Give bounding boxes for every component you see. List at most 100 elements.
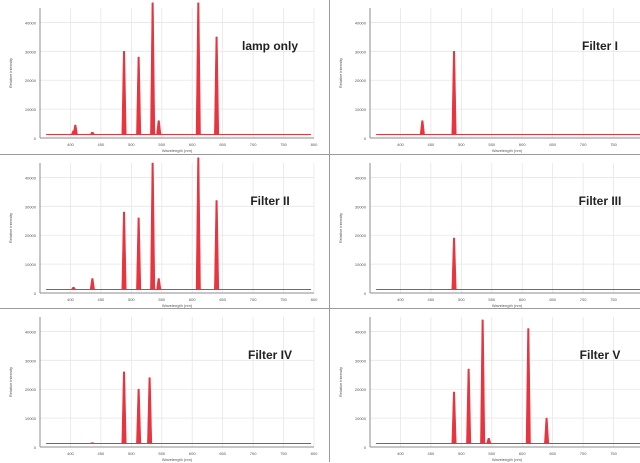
x-tick-label: 700 [250,451,257,456]
x-tick-label: 750 [280,142,287,147]
x-tick-label: 750 [610,142,617,147]
x-tick-label: 750 [280,451,287,456]
spectrum-peak [89,131,95,135]
x-tick-label: 800 [311,451,318,456]
y-tick-label: 10000 [355,416,367,421]
spectrum-peak [195,157,201,290]
panel-lamp-only: 0 10000 20000 30000 40000 400 450 500 550 600 650 7… [0,0,320,154]
panel-filter-iv: 0 10000 20000 30000 40000 400 450 500 550 600 650 7… [0,309,320,463]
spectrum-peak [156,120,162,135]
x-tick-label: 600 [519,451,526,456]
x-tick-label: 500 [128,297,135,302]
y-tick-label: 20000 [355,387,367,392]
x-tick-label: 450 [98,142,105,147]
x-tick-label: 650 [219,297,226,302]
y-tick-label: 20000 [355,78,367,83]
horizontal-divider [0,308,640,309]
y-tick-label: 0 [364,291,367,296]
spectrum-peak [72,124,78,135]
spectrum-peak [214,36,220,135]
y-tick-label: 20000 [25,233,37,238]
x-tick-label: 600 [189,451,196,456]
panel-title: Filter I [582,39,618,53]
y-axis-label: Relative intensity [8,58,13,88]
x-tick-label: 450 [98,297,105,302]
panel-filter-iii: 0 10000 20000 30000 40000 400 450 500 550 600 650 7… [330,155,640,309]
y-tick-label: 20000 [25,78,37,83]
x-tick-label: 650 [549,297,556,302]
spectrum-peak [156,278,162,290]
x-tick-label: 450 [428,451,435,456]
spectrum-peak [150,162,156,290]
x-tick-label: 450 [428,297,435,302]
y-axis-label: Relative intensity [338,213,343,243]
spectrum-peak [136,388,142,444]
spectrum-peak [147,377,153,444]
x-tick-label: 800 [311,297,318,302]
x-tick-label: 650 [549,142,556,147]
y-tick-label: 30000 [25,204,37,209]
vertical-divider [329,0,330,462]
horizontal-divider [0,154,640,155]
y-tick-label: 0 [34,291,37,296]
x-axis-label: Wavelength (nm) [162,148,193,153]
y-tick-label: 40000 [355,175,367,180]
y-tick-label: 0 [34,445,37,450]
spectrum-peak [214,200,220,290]
y-tick-label: 40000 [355,20,367,25]
panel-title: Filter IV [248,348,292,362]
x-tick-label: 500 [458,297,465,302]
y-tick-label: 40000 [25,175,37,180]
spectrum-peak [136,217,142,290]
spectrum-peak [121,371,127,444]
spectrum-chart: 0 10000 20000 30000 40000 400 450 500 550 600 650 7… [338,8,640,153]
y-tick-label: 10000 [25,416,37,421]
spectrum-peak [451,391,457,444]
x-tick-label: 450 [98,451,105,456]
y-tick-label: 20000 [25,387,37,392]
x-tick-label: 500 [128,451,135,456]
panel-title: lamp only [242,39,298,53]
x-tick-label: 500 [458,142,465,147]
spectrum-peak [525,328,531,444]
y-tick-label: 10000 [355,107,367,112]
spectrum-peak [89,278,95,290]
y-tick-label: 30000 [355,358,367,363]
spectrum-peak [150,2,156,135]
spectrum-chart: 0 10000 20000 30000 40000 400 450 500 550 600 650 7… [338,317,640,462]
y-tick-label: 0 [364,445,367,450]
y-tick-label: 40000 [25,329,37,334]
spectrum-peak [70,286,76,290]
y-axis-label: Relative intensity [8,213,13,243]
spectrum-peak [121,211,127,290]
panel-filter-ii: 0 10000 20000 30000 40000 400 450 500 550 600 650 7… [0,155,320,309]
spectrum-peak [544,417,550,444]
x-tick-label: 400 [397,142,404,147]
spectrum-peak [121,51,127,135]
spectrum-chart: 0 10000 20000 30000 40000 400 450 500 550 600 650 7… [8,157,318,308]
x-tick-label: 550 [488,297,495,302]
x-tick-label: 700 [580,297,587,302]
x-tick-label: 450 [428,142,435,147]
panel-filter-i: 0 10000 20000 30000 40000 400 450 500 550 600 650 7… [330,0,640,154]
x-tick-label: 550 [488,142,495,147]
x-tick-label: 550 [488,451,495,456]
x-axis-label: Wavelength (nm) [162,303,193,308]
x-tick-label: 550 [158,142,165,147]
spectrum-peak [195,2,201,135]
x-axis-label: Wavelength (nm) [162,457,193,462]
y-axis-label: Relative intensity [8,367,13,397]
y-tick-label: 0 [34,136,37,141]
x-tick-label: 800 [311,142,318,147]
x-tick-label: 650 [549,451,556,456]
x-axis-label: Wavelength (nm) [492,457,523,462]
x-tick-label: 500 [128,142,135,147]
spectrum-peak [451,237,457,290]
y-tick-label: 10000 [25,107,37,112]
y-tick-label: 10000 [355,262,367,267]
x-tick-label: 400 [67,142,74,147]
panel-title: Filter V [580,348,621,362]
x-tick-label: 750 [610,451,617,456]
spectrum-peak [466,368,472,444]
spectrum-chart: 0 10000 20000 30000 40000 400 450 500 550 600 650 7… [8,317,318,462]
